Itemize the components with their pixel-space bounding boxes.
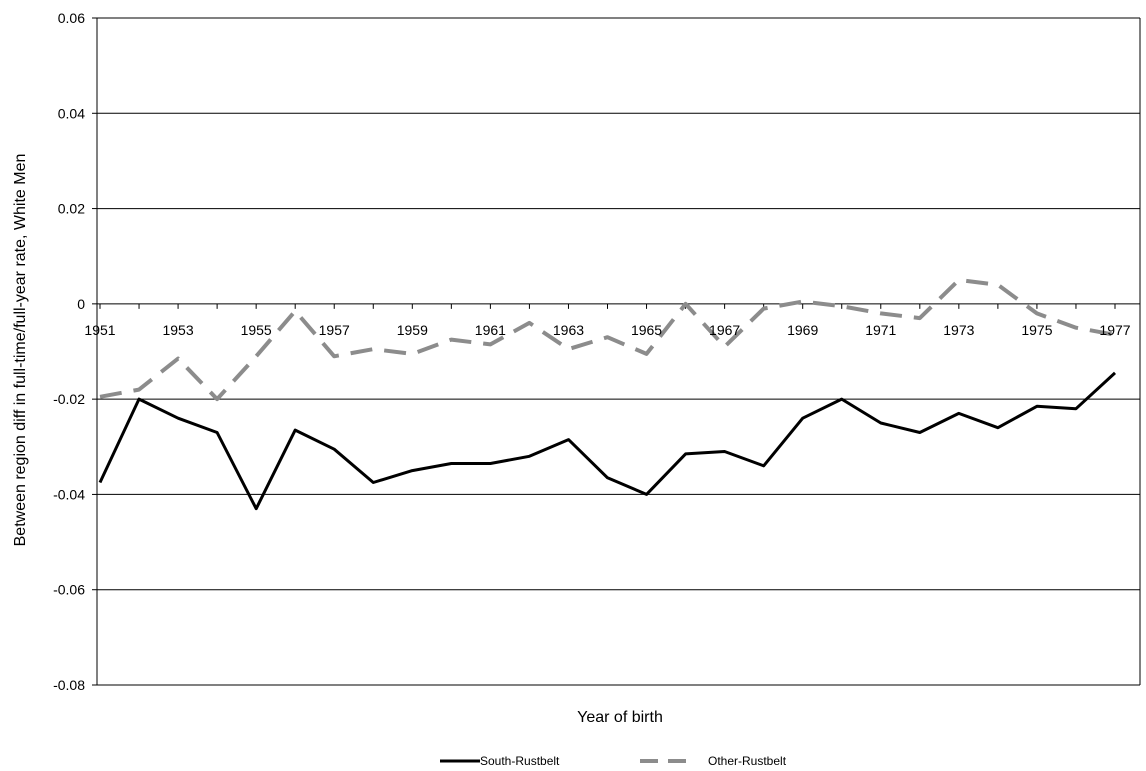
x-tick-label: 1959 [397,322,428,338]
y-tick-label: -0.04 [53,486,85,502]
x-tick-label: 1969 [787,322,818,338]
x-tick-label: 1967 [709,322,740,338]
x-tick-label: 1951 [84,322,115,338]
legend-label-south-rustbelt: South-Rustbelt [480,754,560,768]
series-line-other-rustbelt [99,278,1116,402]
y-axis-title: Between region diff in full-time/full-ye… [12,154,29,547]
x-tick-label: 1971 [865,322,896,338]
y-tick-label: 0.02 [58,201,85,217]
x-tick-label: 1977 [1099,322,1130,338]
x-tick-label: 1965 [631,322,662,338]
y-tick-label: 0 [77,296,85,312]
x-tick-labels: 1951 1953 1955 1957 1959 1961 1963 1965 1967 1969… [84,322,1130,338]
x-tick-label: 1953 [162,322,193,338]
y-tick-label: -0.06 [53,582,85,598]
y-tick-label: -0.08 [53,677,85,693]
x-axis-title: Year of birth [577,709,663,726]
y-tick-label: 0.06 [58,10,85,26]
x-tick-label: 1961 [475,322,506,338]
x-tick-label: 1963 [553,322,584,338]
y-tick-label: 0.04 [58,105,85,121]
axes [92,17,1141,686]
x-tick-label: 1975 [1021,322,1052,338]
x-tick-label: 1957 [319,322,350,338]
series-line-south-rustbelt [98,371,1117,511]
gridlines [97,17,1140,591]
y-tick-labels: 0.06 0.04 0.02 0 -0.02 -0.04 -0.06 -0.08 [53,10,85,693]
y-tick-label: -0.02 [53,391,85,407]
legend: South-Rustbelt Other-Rustbelt [440,754,787,768]
x-tick-label: 1955 [241,322,272,338]
x-tick-label: 1973 [943,322,974,338]
series-lines [98,278,1117,511]
legend-label-other-rustbelt: Other-Rustbelt [708,754,787,768]
